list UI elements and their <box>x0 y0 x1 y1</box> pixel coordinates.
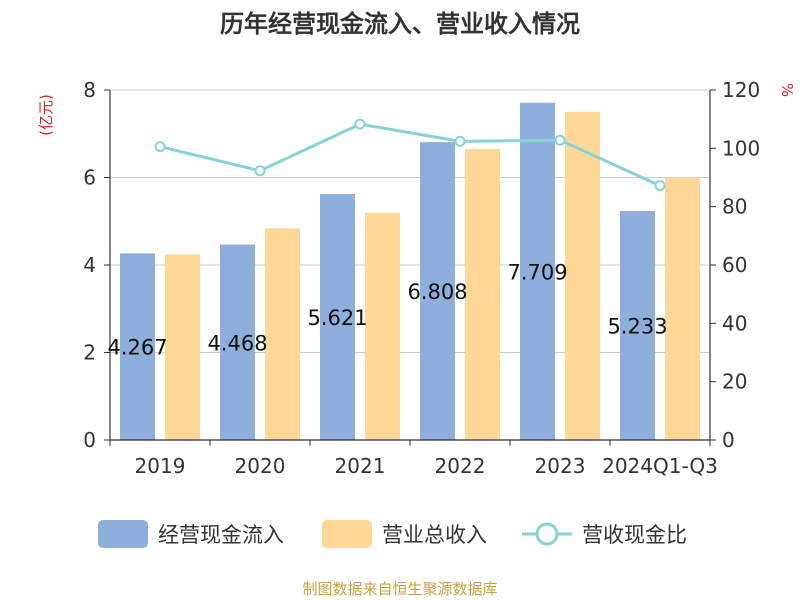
tick-label-right: 100 <box>722 136 760 160</box>
tick-label-left: 4 <box>83 253 96 277</box>
bars <box>120 102 700 440</box>
ratio-point <box>354 118 366 130</box>
tick-label-x: 2023 <box>535 454 586 478</box>
data-label-cash-inflow: 5.621 <box>307 306 367 330</box>
tick-label-right: 80 <box>722 195 747 219</box>
legend-swatch-revenue <box>322 520 372 548</box>
tick-label-left: 6 <box>83 166 96 190</box>
bar-revenue <box>265 228 300 440</box>
ratio-point <box>254 165 266 177</box>
ratio-point <box>554 134 566 146</box>
axes <box>104 89 716 446</box>
tick-label-right: 40 <box>722 311 747 335</box>
bar-cash-inflow <box>320 194 355 440</box>
tick-label-right: 20 <box>722 370 747 394</box>
bar-cash-inflow <box>520 102 555 440</box>
bar-cash-inflow <box>120 253 155 440</box>
tick-label-x: 2020 <box>235 454 286 478</box>
bar-revenue <box>365 212 400 440</box>
grid-lines <box>110 89 710 353</box>
ratio-line <box>154 118 666 192</box>
chart-title: 历年经营现金流入、营业收入情况 <box>220 10 580 38</box>
bar-cash-inflow <box>620 211 655 440</box>
bar-revenue <box>665 177 700 440</box>
data-label-cash-inflow: 5.233 <box>607 315 667 339</box>
data-label-cash-inflow: 6.808 <box>407 280 467 304</box>
data-label-cash-inflow: 4.267 <box>107 336 167 360</box>
legend: 经营现金流入 营业总收入 营收现金比 <box>98 520 687 548</box>
bar-revenue <box>165 254 200 440</box>
tick-label-x: 2024Q1-Q3 <box>602 454 718 478</box>
bar-cash-inflow <box>420 142 455 440</box>
legend-label-revenue: 营业总收入 <box>382 523 487 547</box>
bar-revenue <box>565 111 600 440</box>
tick-label-right: 60 <box>722 253 747 277</box>
ratio-polyline <box>159 122 661 188</box>
data-labels: 4.267 4.468 5.621 6.808 7.709 5.233 <box>107 260 667 359</box>
footer-source: 制图数据来自恒生聚源数据库 <box>302 580 497 598</box>
legend-label-ratio: 营收现金比 <box>582 523 687 547</box>
ratio-point <box>154 141 166 153</box>
data-label-cash-inflow: 7.709 <box>507 260 567 284</box>
tick-label-left: 0 <box>83 428 96 452</box>
data-label-cash-inflow: 4.468 <box>207 331 267 355</box>
tick-label-x: 2021 <box>335 454 386 478</box>
legend-label-cash-inflow: 经营现金流入 <box>158 523 284 547</box>
right-axis-label: % <box>778 83 796 97</box>
tick-label-left: 2 <box>83 341 96 365</box>
legend-swatch-cash-inflow <box>98 520 148 548</box>
ratio-point <box>654 180 666 192</box>
tick-label-right: 0 <box>722 428 735 452</box>
tick-label-x: 2022 <box>435 454 486 478</box>
tick-label-right: 120 <box>722 78 760 102</box>
bar-revenue <box>465 149 500 440</box>
tick-label-x: 2019 <box>135 454 186 478</box>
bar-cash-inflow <box>220 244 255 440</box>
legend-swatch-ratio-marker <box>535 522 559 546</box>
ratio-point <box>454 135 466 147</box>
left-axis-label: (亿元) <box>37 94 55 136</box>
tick-label-left: 8 <box>83 78 96 102</box>
